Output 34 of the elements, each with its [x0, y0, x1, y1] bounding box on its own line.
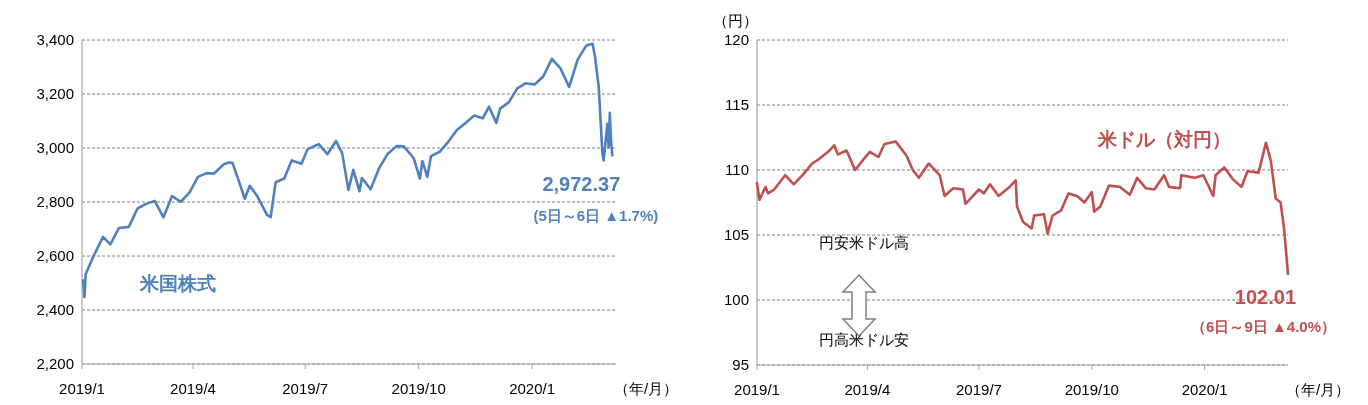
x-axis-title: （年/月）	[614, 380, 679, 397]
x-tick-label: 2019/10	[391, 380, 446, 397]
y-tick-label: 100	[723, 291, 749, 308]
series-label: 米ドル（対円）	[1097, 129, 1231, 150]
y-tick-label: 105	[723, 226, 749, 243]
y-tick-label: 95	[732, 356, 749, 373]
annotation: 円安米ドル高	[819, 234, 909, 251]
y-tick-label: 2,400	[36, 301, 74, 318]
x-tick-label: 2020/1	[1181, 381, 1228, 398]
y-tick-label: 2,200	[36, 355, 74, 372]
y-tick-label: 3,400	[36, 31, 74, 48]
x-tick-label: 2019/7	[956, 381, 1002, 398]
y-tick-label: 2,800	[36, 193, 74, 210]
y-tick-label: 120	[723, 31, 749, 48]
annotation: （6日～9日 ▲4.0%）	[1191, 317, 1336, 335]
y-tick-label: 115	[725, 96, 749, 113]
y-tick-label: 2,600	[36, 247, 74, 264]
annotation: 円高米ドル安	[819, 331, 909, 348]
x-tick-label: 2019/4	[844, 381, 891, 398]
x-tick-label: 2019/7	[282, 380, 329, 397]
y-tick-label: 3,200	[36, 85, 74, 102]
x-tick-label: 2019/1	[59, 380, 105, 397]
x-tick-label: 2019/10	[1064, 381, 1119, 398]
x-tick-label: 2020/1	[509, 380, 556, 397]
annotation: (5日～6日 ▲1.7%)	[533, 207, 659, 225]
annotation: 102.01	[1234, 285, 1296, 308]
x-tick-label: 2019/4	[170, 380, 216, 397]
text: 米国株式	[139, 273, 216, 294]
x-tick-label: 2019/1	[734, 381, 780, 398]
y-tick-label: 110	[725, 161, 749, 178]
y-tick-label: 3,000	[36, 139, 74, 156]
annotation: 2,972.37	[542, 173, 621, 196]
x-axis-title: （年/月）	[1286, 381, 1351, 398]
y-axis-title: （円）	[713, 12, 758, 29]
